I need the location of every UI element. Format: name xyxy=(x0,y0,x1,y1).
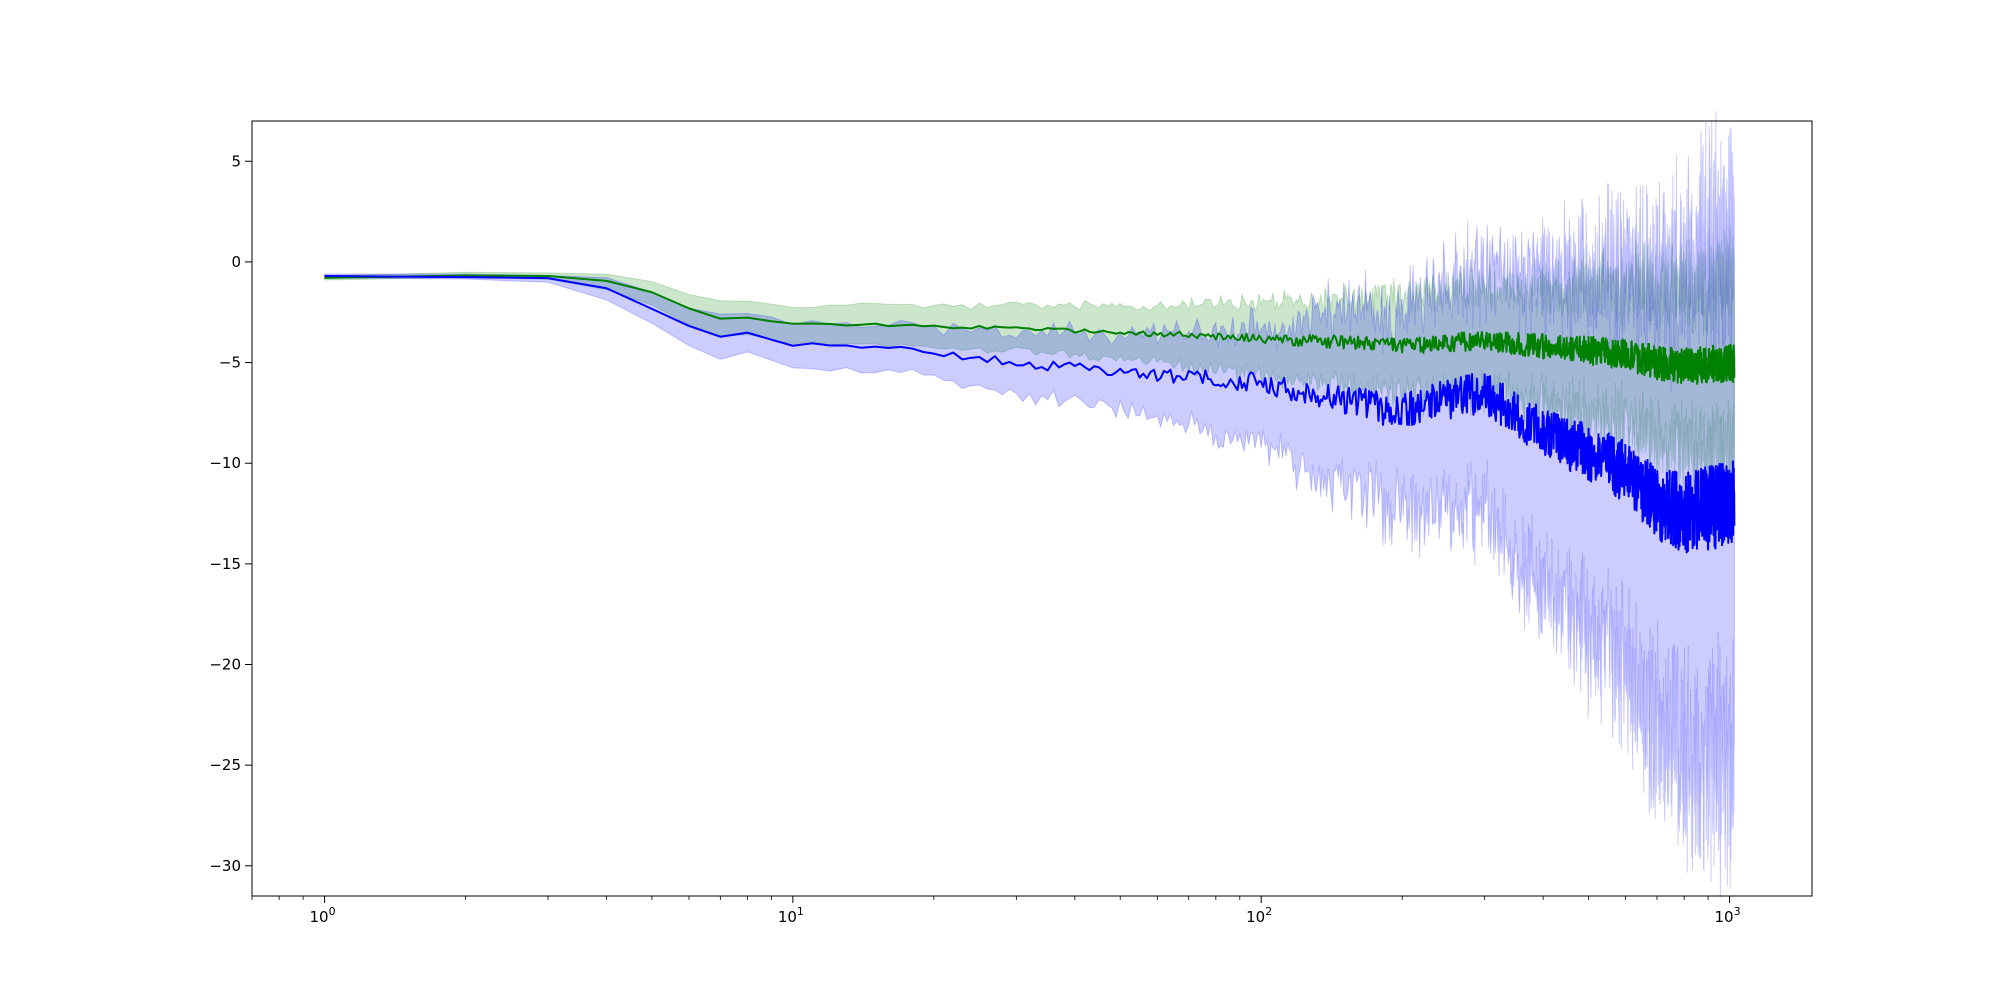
x-axis: 100 101 102 103 xyxy=(251,896,1741,926)
line-series-2 xyxy=(324,275,1736,554)
y-tick-label: −30 xyxy=(209,857,241,875)
y-tick-label: −15 xyxy=(209,555,241,573)
y-tick-label: −20 xyxy=(209,656,241,674)
x-tick-label: 103 xyxy=(1714,905,1740,926)
series-lines xyxy=(324,274,1736,554)
plot-area-frame xyxy=(251,120,1813,897)
y-axis: 5 0 −5 −10 −15 −20 −25 −30 xyxy=(209,152,252,875)
y-tick-label: −25 xyxy=(209,756,241,774)
x-tick-label: 101 xyxy=(778,905,804,926)
y-tick-label: −5 xyxy=(219,354,241,372)
line-series-1 xyxy=(324,274,1736,385)
x-tick-label: 100 xyxy=(309,905,335,926)
y-tick-label: 5 xyxy=(231,152,241,170)
band-series-2 xyxy=(324,111,1735,898)
x-tick-label: 102 xyxy=(1246,905,1272,926)
y-tick-label: −10 xyxy=(209,454,241,472)
y-tick-label: 0 xyxy=(231,253,241,271)
